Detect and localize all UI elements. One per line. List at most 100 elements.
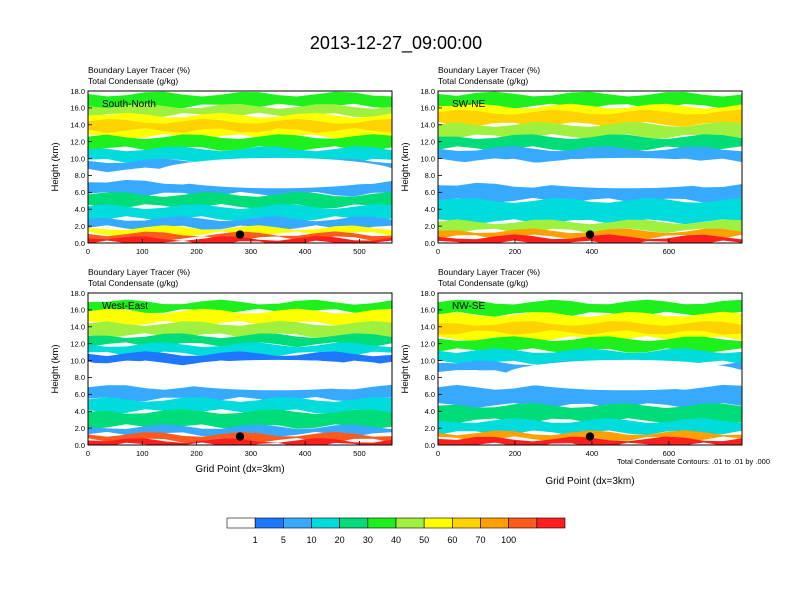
colorbar-swatch [339, 517, 369, 529]
y-tick-label: 16.0 [70, 104, 85, 113]
y-tick-label: 2.0 [75, 222, 85, 231]
panel-west-east: West-East Boundary Layer Tracer (%)Total … [50, 267, 393, 475]
colorbar-label: 100 [501, 535, 516, 545]
y-tick-label: 0.0 [75, 441, 85, 450]
x-tick-label: 200 [190, 449, 203, 458]
heatmap-band [88, 409, 392, 430]
colorbar-label: 30 [363, 535, 373, 545]
colorbar-swatch [226, 517, 256, 529]
y-tick-label: 14.0 [70, 323, 85, 332]
colorbar-label: 40 [391, 535, 401, 545]
x-tick-label: 600 [663, 247, 676, 256]
colorbar-swatch [508, 517, 538, 529]
clear-region [504, 157, 742, 189]
contour-note: Total Condensate Contours: .01 to .01 by… [617, 457, 770, 466]
heatmap-band [88, 320, 392, 338]
x-tick-label: 300 [245, 449, 258, 458]
x-axis-label: Grid Point (dx=3km) [195, 464, 284, 475]
x-tick-label: 200 [509, 247, 522, 256]
x-tick-label: 100 [136, 247, 149, 256]
y-tick-label: 4.0 [75, 205, 85, 214]
heatmap-band [88, 146, 392, 164]
heatmap-band [438, 299, 742, 317]
y-tick-label: 18.0 [70, 87, 85, 96]
x-tick-label: 100 [136, 449, 149, 458]
heatmap-band [438, 109, 742, 127]
heatmap-band [438, 321, 742, 335]
y-tick-label: 18.0 [70, 289, 85, 298]
x-tick-label: 0 [86, 247, 90, 256]
colorbar-swatch [536, 517, 566, 529]
panel-south-north: South-North Boundary Layer Tracer (%)Tota… [50, 65, 393, 256]
x-tick-label: 0 [436, 449, 440, 458]
colorbar-swatch [480, 517, 509, 529]
section-label: West-East [102, 301, 148, 312]
x-tick-label: 0 [436, 247, 440, 256]
variable-label-condensate: Total Condensate (g/kg) [88, 76, 178, 86]
colorbar-label: 60 [447, 535, 457, 545]
panel-frame [87, 292, 393, 446]
clear-region [154, 157, 392, 189]
x-tick-label: 200 [190, 247, 203, 256]
x-tick-label: 600 [663, 449, 676, 458]
panel-nw-se: NW-SE Boundary Layer Tracer (%)Total Cond… [400, 267, 743, 487]
y-tick-label: 8.0 [75, 171, 85, 180]
colorbar-label: 5 [281, 535, 286, 545]
heatmap-field [88, 293, 392, 445]
heatmap-band [88, 438, 392, 445]
y-tick-label: 6.0 [425, 390, 435, 399]
y-tick-label: 10.0 [70, 154, 85, 163]
heatmap-band [88, 216, 392, 231]
heatmap-band [438, 384, 742, 408]
clear-region [504, 359, 742, 391]
section-label: SW-NE [452, 99, 485, 110]
y-tick-label: 0.0 [75, 239, 85, 248]
y-tick-label: 10.0 [70, 356, 85, 365]
y-tick-label: 16.0 [420, 306, 435, 315]
x-axis-label: Grid Point (dx=3km) [545, 476, 634, 487]
variable-label-condensate: Total Condensate (g/kg) [438, 278, 528, 288]
y-tick-label: 12.0 [420, 137, 435, 146]
heatmap-field [438, 91, 742, 243]
variable-label-tracer: Boundary Layer Tracer (%) [88, 267, 190, 277]
heatmap-band [88, 118, 392, 133]
y-tick-label: 18.0 [420, 87, 435, 96]
y-tick-label: 12.0 [70, 339, 85, 348]
y-axis-label: Height (km) [50, 142, 61, 191]
y-tick-label: 6.0 [75, 188, 85, 197]
y-tick-label: 16.0 [70, 306, 85, 315]
y-tick-label: 0.0 [425, 239, 435, 248]
heatmap-band [88, 342, 392, 357]
y-tick-label: 12.0 [70, 137, 85, 146]
variable-label-condensate: Total Condensate (g/kg) [88, 278, 178, 288]
x-tick-label: 400 [299, 247, 312, 256]
panel-frame [437, 292, 743, 446]
y-tick-label: 12.0 [420, 339, 435, 348]
x-tick-label: 0 [86, 449, 90, 458]
y-tick-label: 8.0 [425, 373, 435, 382]
colorbar-swatch [254, 517, 284, 529]
y-axis-label: Height (km) [50, 344, 61, 393]
y-tick-label: 4.0 [75, 407, 85, 416]
y-tick-label: 14.0 [420, 121, 435, 130]
y-tick-label: 2.0 [425, 222, 435, 231]
location-marker [585, 230, 595, 239]
y-tick-label: 14.0 [420, 323, 435, 332]
x-tick-label: 500 [353, 449, 366, 458]
colorbar-label: 1 [253, 535, 258, 545]
panel-sw-ne: SW-NE Boundary Layer Tracer (%)Total Cond… [400, 65, 743, 256]
heatmap-band [438, 182, 742, 203]
y-tick-label: 10.0 [420, 154, 435, 163]
variable-label-condensate: Total Condensate (g/kg) [438, 76, 528, 86]
clear-region [154, 359, 392, 391]
colorbar-label: 20 [335, 535, 345, 545]
location-marker [235, 432, 245, 441]
y-tick-label: 8.0 [425, 171, 435, 180]
heatmap-band [438, 418, 742, 436]
y-tick-label: 6.0 [425, 188, 435, 197]
location-marker [235, 230, 245, 239]
figure-title: 2013-12-27_09:00:00 [310, 33, 482, 54]
heatmap-band [88, 308, 392, 326]
